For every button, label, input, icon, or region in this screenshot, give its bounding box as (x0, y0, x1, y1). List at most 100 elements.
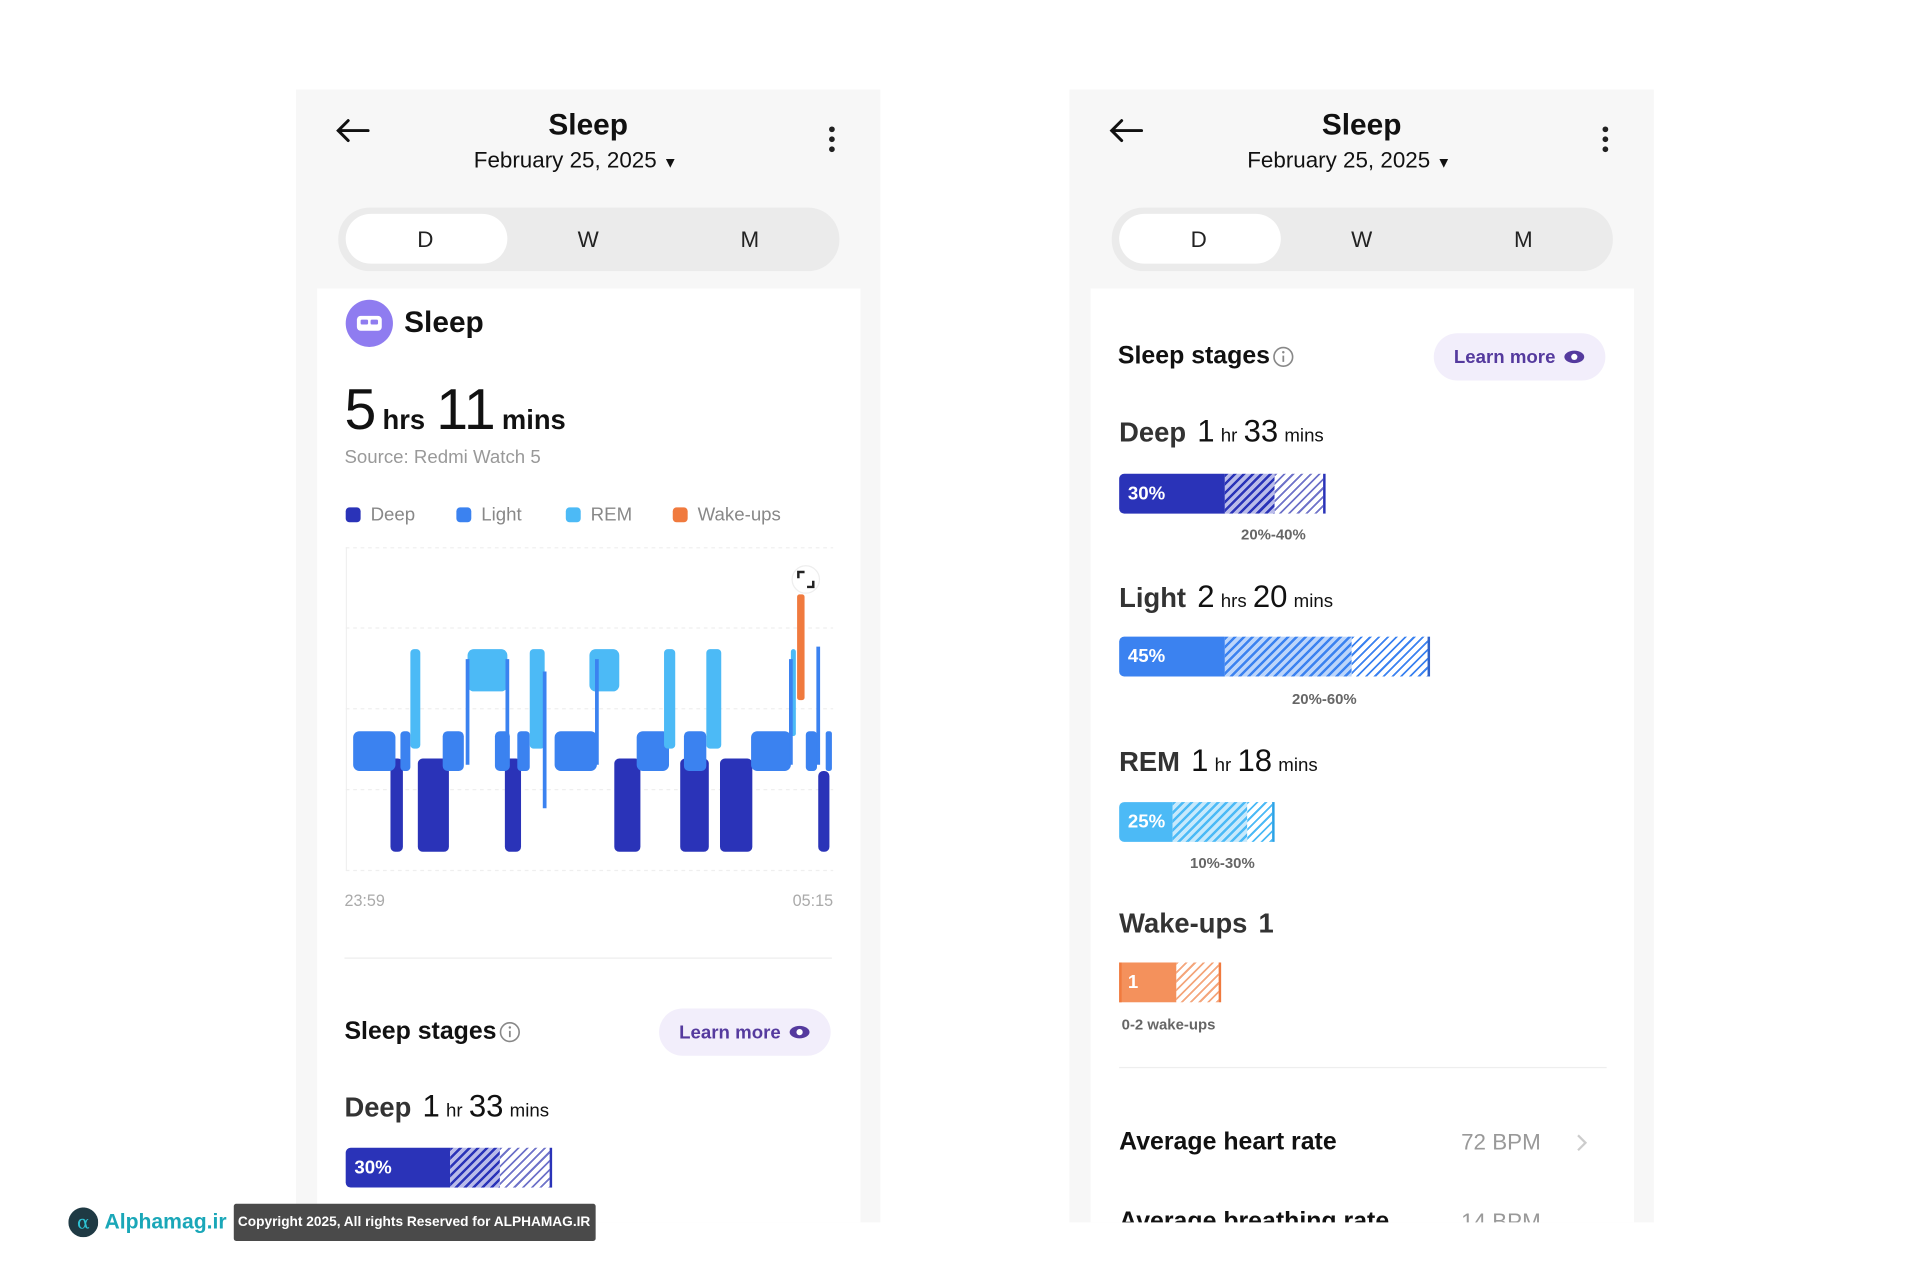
legend-swatch (345, 507, 361, 523)
tab[interactable]: M (740, 226, 760, 252)
bar-range (1172, 802, 1248, 842)
date: February 25, 2025 (473, 147, 657, 173)
stage-minutes-unit: mins (1293, 590, 1334, 612)
back-button[interactable] (1107, 117, 1144, 144)
date-dropdown[interactable]: February 25, 2025 ▼ (473, 147, 678, 173)
stage-hours: 1 (422, 1089, 440, 1125)
stage-minutes: 20 (1252, 579, 1288, 615)
learn-more-button[interactable]: Learn more (659, 1008, 831, 1056)
hours: 5 (344, 376, 377, 442)
card: Sleep stages Learn more Deep 1 hr 33 min… (1090, 288, 1634, 1223)
tab[interactable]: D (1190, 226, 1207, 252)
legend-swatch (672, 507, 688, 523)
stage-name: Light (1119, 581, 1187, 614)
tab[interactable]: D (417, 226, 434, 252)
stage-name: Deep (344, 1091, 412, 1123)
bar-fill (1119, 802, 1173, 842)
minutes: 11 (436, 376, 496, 442)
hours-unit: hrs (382, 404, 426, 436)
divider (1119, 1066, 1607, 1069)
header-title: Sleep (1321, 108, 1402, 142)
stage-name: Deep (1119, 416, 1187, 448)
bar-range (450, 1147, 500, 1188)
legend-label: REM (590, 504, 633, 526)
tab[interactable]: W (1351, 226, 1373, 252)
legend-label: Light (481, 504, 522, 526)
stage-duration: Deep 1 hr 33 mins (344, 1089, 549, 1125)
info-icon[interactable] (1272, 346, 1294, 368)
card-title: Sleep (404, 305, 484, 340)
duration: 5 hrs 11 mins (344, 376, 565, 443)
tab-bar: D W M (338, 207, 840, 272)
legend-label: Wake-ups (697, 504, 781, 526)
tab-selected (345, 213, 508, 264)
stage-bar: 1 (1119, 962, 1222, 1003)
percent: 25% (1127, 811, 1166, 833)
range-label: 20%-40% (1241, 526, 1306, 544)
copyright-box: Copyright 2025, All rights Reserved for … (233, 1203, 596, 1242)
divider (344, 957, 832, 959)
stage-minutes: 18 (1237, 743, 1273, 779)
stage-duration: Light 2 hrs 20 mins (1119, 579, 1333, 615)
bar-fill (1119, 636, 1225, 677)
stage-hours-unit: hrs (1220, 590, 1247, 612)
stage-hours-unit: hr (1214, 754, 1232, 776)
legend-label: Deep (370, 504, 416, 526)
section-title: Sleep stages (344, 1017, 497, 1046)
tab[interactable]: W (577, 226, 599, 252)
stage-bar: 30% (345, 1147, 553, 1188)
percent: 30% (1127, 483, 1166, 505)
metric-value: 14 BPM (1461, 1209, 1541, 1223)
stage-minutes: 33 (1243, 414, 1279, 449)
percent: 45% (1127, 646, 1166, 668)
menu-button[interactable] (1600, 124, 1610, 154)
menu-button[interactable] (827, 124, 837, 154)
wakeups-count: 1 (1258, 907, 1274, 939)
legend-swatch (456, 507, 472, 523)
stage-minutes-unit: mins (1278, 754, 1318, 776)
copyright: Copyright 2025, All rights Reserved for … (237, 1214, 591, 1230)
brand-logo: α (68, 1207, 99, 1238)
tab-selected (1119, 213, 1281, 264)
bar-fill (1119, 962, 1177, 1003)
stage-name: REM (1119, 746, 1180, 778)
date-dropdown[interactable]: February 25, 2025 ▼ (1247, 147, 1452, 173)
time-end: 05:15 (792, 890, 834, 910)
stage-hours: 1 (1197, 414, 1215, 449)
hypnogram (345, 547, 834, 872)
metric-row[interactable]: Average breathing rate 14 BPM (1091, 1189, 1634, 1223)
metric-row[interactable]: Average heart rate 72 BPM (1091, 1109, 1634, 1179)
bar-remainder (1176, 962, 1222, 1003)
tab[interactable]: M (1513, 226, 1533, 252)
stage-bar: 30% (1119, 473, 1326, 514)
chevron (1577, 1134, 1588, 1152)
stage-hours: 2 (1197, 579, 1215, 615)
bar-remainder (1351, 636, 1431, 677)
card: Sleep 5 hrs 11 mins Source: Redmi Watch … (317, 288, 861, 1223)
stage-duration: REM 1 hr 18 mins (1119, 744, 1317, 780)
stage-minutes-unit: mins (509, 1100, 550, 1122)
bar-remainder (1274, 473, 1326, 514)
date: February 25, 2025 (1247, 147, 1431, 173)
learn-more-button[interactable]: Learn more (1433, 333, 1606, 381)
brand-name: Alphamag.ir (104, 1209, 227, 1234)
stage-hours-unit: hr (446, 1100, 463, 1122)
stage-hours: 1 (1191, 743, 1209, 779)
screen-left: Sleep February 25, 2025 ▼ D W M Sleep 5 … (295, 89, 881, 1223)
bar-remainder (499, 1147, 553, 1188)
learn-more-label: Learn more (1453, 346, 1556, 368)
stage-name: Wake-ups (1119, 907, 1248, 939)
sleep-icon (345, 299, 393, 347)
stage-hours-unit: hr (1220, 425, 1238, 447)
eye-icon (789, 1025, 810, 1039)
range-label: 10%-30% (1190, 854, 1255, 872)
back-button[interactable] (333, 117, 370, 144)
percent: 30% (354, 1157, 392, 1179)
screen-right: Sleep February 25, 2025 ▼ D W M Sleep st… (1069, 89, 1654, 1223)
stage-minutes-unit: mins (1284, 425, 1324, 447)
info-icon[interactable] (499, 1021, 521, 1043)
source: Source: Redmi Watch 5 (344, 447, 541, 469)
bar-remainder (1247, 802, 1275, 842)
